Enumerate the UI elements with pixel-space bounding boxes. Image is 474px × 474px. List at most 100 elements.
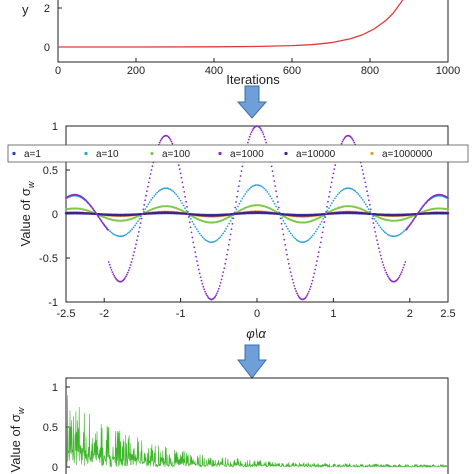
- p2-point: [303, 241, 305, 244]
- p2-point: [205, 292, 208, 295]
- p2-point: [133, 251, 136, 253]
- p2-point: [321, 231, 324, 234]
- p2-point: [124, 277, 126, 279]
- p2-point: [269, 195, 272, 198]
- p1-series-line: [58, 0, 404, 48]
- p2-point: [297, 294, 299, 296]
- p2-point: [322, 226, 325, 229]
- p2-point: [296, 292, 298, 295]
- p2-point: [412, 219, 415, 221]
- p3-frame: [65, 377, 449, 474]
- p2-x-label: φ\α: [246, 326, 266, 341]
- p2-point: [202, 285, 205, 288]
- p3-y-tick-label: 0: [52, 462, 58, 474]
- p2-point: [237, 190, 239, 193]
- p2-point: [200, 234, 203, 237]
- p2-point: [221, 275, 224, 277]
- p2-point: [112, 232, 114, 235]
- sigma-iterations-chart: 00.51 Value of σw: [8, 377, 449, 474]
- p2-point: [398, 233, 401, 236]
- p2-point: [131, 228, 134, 231]
- p2-point: [214, 295, 217, 298]
- p2-point: [217, 290, 219, 292]
- legend-marker: [370, 151, 374, 156]
- p2-point: [375, 235, 377, 238]
- p2-point: [315, 264, 317, 267]
- p2-point: [194, 225, 197, 228]
- p2-point: [353, 189, 355, 192]
- p2-point: [149, 173, 152, 175]
- legend-label: a=10000: [296, 149, 336, 160]
- p2-point: [351, 138, 354, 141]
- p2-point: [251, 129, 254, 132]
- p2-point: [259, 184, 261, 187]
- p2-point: [335, 195, 338, 198]
- p2-point: [288, 230, 291, 233]
- p2-point: [229, 233, 232, 236]
- p2-point: [142, 208, 145, 211]
- p2-point: [194, 251, 197, 254]
- p2-point: [284, 222, 286, 225]
- p2-point: [227, 243, 230, 246]
- p2-point: [289, 271, 292, 273]
- p2-point: [400, 271, 403, 273]
- p2-point: [160, 188, 163, 191]
- p2-point: [126, 271, 129, 274]
- p2-point: [287, 258, 289, 261]
- legend-label: a=100: [162, 149, 191, 160]
- p2-point: [446, 212, 450, 215]
- p2-point: [317, 251, 320, 254]
- p2-point: [283, 238, 286, 241]
- p2-point: [184, 195, 187, 198]
- p2-point: [446, 208, 450, 211]
- p2-point: [94, 211, 96, 213]
- p2-point: [240, 170, 243, 173]
- p2-point: [328, 195, 330, 198]
- p2-point: [311, 279, 314, 282]
- p2-point: [188, 221, 191, 224]
- p2-point: [198, 232, 201, 235]
- p2-point: [179, 199, 182, 202]
- p2-point: [222, 271, 225, 273]
- p2-point: [144, 208, 147, 211]
- p2-point: [276, 208, 279, 211]
- p2-point: [182, 186, 185, 189]
- p2-point: [191, 236, 194, 239]
- p2-point: [136, 239, 138, 242]
- p2-point: [363, 201, 366, 204]
- legend-box: [7, 144, 469, 163]
- p2-point: [411, 220, 414, 223]
- p2-point: [313, 232, 316, 235]
- p2-point: [215, 240, 217, 242]
- p2-point: [270, 197, 273, 200]
- p2-point: [185, 209, 188, 212]
- p2-point: [306, 294, 308, 297]
- p2-point: [318, 246, 321, 249]
- p2-point: [232, 214, 235, 217]
- p2-point: [227, 248, 229, 251]
- p2-point: [169, 138, 172, 141]
- p2-point: [328, 191, 331, 193]
- p2-point: [404, 261, 407, 263]
- p2-point: [183, 191, 186, 193]
- down-arrow-icon: [236, 85, 268, 119]
- p2-point: [172, 190, 175, 193]
- p2-point: [307, 290, 310, 293]
- p2-series: [64, 125, 450, 301]
- p2-point: [181, 181, 184, 184]
- p2-point: [237, 185, 240, 188]
- p2-point: [204, 239, 207, 241]
- p2-point: [187, 211, 189, 213]
- p2-point: [143, 210, 145, 213]
- p2-point: [367, 208, 370, 211]
- p2-point: [249, 133, 252, 136]
- p2-point: [331, 202, 333, 204]
- p2-point: [263, 187, 266, 190]
- p2-point: [203, 288, 206, 291]
- p2-point: [309, 285, 312, 288]
- p2-point: [370, 213, 373, 215]
- p2-point: [239, 200, 242, 203]
- p2-point: [334, 164, 337, 167]
- p2-point: [311, 234, 314, 237]
- p2-point: [100, 220, 103, 223]
